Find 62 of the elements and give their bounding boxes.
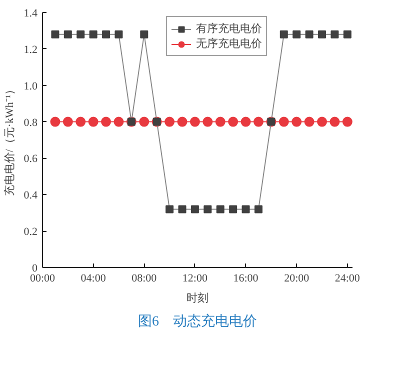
x-tick-label: 08:00 xyxy=(132,272,158,284)
point xyxy=(204,205,212,214)
y-tick-label: 0.2 xyxy=(24,226,38,238)
point xyxy=(102,30,110,38)
point xyxy=(64,30,72,38)
x-tick-label: 24:00 xyxy=(334,272,360,284)
point xyxy=(190,205,199,214)
point xyxy=(177,116,188,127)
point xyxy=(330,30,339,38)
point xyxy=(280,30,288,38)
point xyxy=(88,116,98,127)
point xyxy=(342,116,352,127)
y-tick-label: 0.6 xyxy=(24,153,38,166)
point xyxy=(89,30,98,38)
point xyxy=(164,116,175,127)
point xyxy=(228,116,238,127)
point xyxy=(292,30,301,38)
point xyxy=(202,116,213,127)
point xyxy=(305,30,314,38)
point xyxy=(51,30,60,38)
point xyxy=(114,30,123,38)
y-tick-label: 0 xyxy=(32,262,38,274)
point xyxy=(229,205,238,214)
point xyxy=(216,205,224,214)
text: 图6 动态充电电价 xyxy=(138,314,257,330)
y-tick-label: 1.4 xyxy=(24,8,38,20)
point xyxy=(240,116,251,127)
y-axis-title: 充电电价/（元·kWh⁻¹） xyxy=(2,84,16,196)
point xyxy=(253,116,264,127)
point xyxy=(317,116,328,127)
y-tick-label: 0.4 xyxy=(24,190,38,202)
x-tick-label: 00:00 xyxy=(30,272,56,284)
y-tick-label: 1.0 xyxy=(24,80,38,92)
y-tick-label: 1.2 xyxy=(24,44,38,56)
x-axis-title: 时刻 xyxy=(186,292,208,304)
x-tick-label: 04:00 xyxy=(80,272,106,284)
point xyxy=(278,116,289,127)
point xyxy=(140,30,148,38)
x-tick-label: 16:00 xyxy=(233,272,259,284)
point xyxy=(76,30,85,38)
y-tick-label: 0.8 xyxy=(24,116,38,129)
point xyxy=(292,116,302,127)
legend-label: 无序充电电价 xyxy=(196,36,262,51)
point xyxy=(242,205,250,214)
point xyxy=(190,116,200,127)
point xyxy=(330,116,340,127)
point xyxy=(166,205,174,214)
x-tick-label: 12:00 xyxy=(182,272,208,284)
point xyxy=(304,116,314,127)
legend-label: 有序充电电价 xyxy=(196,22,262,36)
point xyxy=(343,30,352,38)
point xyxy=(254,205,262,214)
point xyxy=(50,116,60,127)
point xyxy=(318,30,326,38)
point xyxy=(139,116,150,127)
point xyxy=(215,116,226,127)
x-tick-label: 20:00 xyxy=(284,272,310,284)
point xyxy=(62,116,73,127)
point xyxy=(101,116,112,127)
point xyxy=(178,205,186,214)
point xyxy=(76,116,86,127)
point xyxy=(114,116,124,127)
